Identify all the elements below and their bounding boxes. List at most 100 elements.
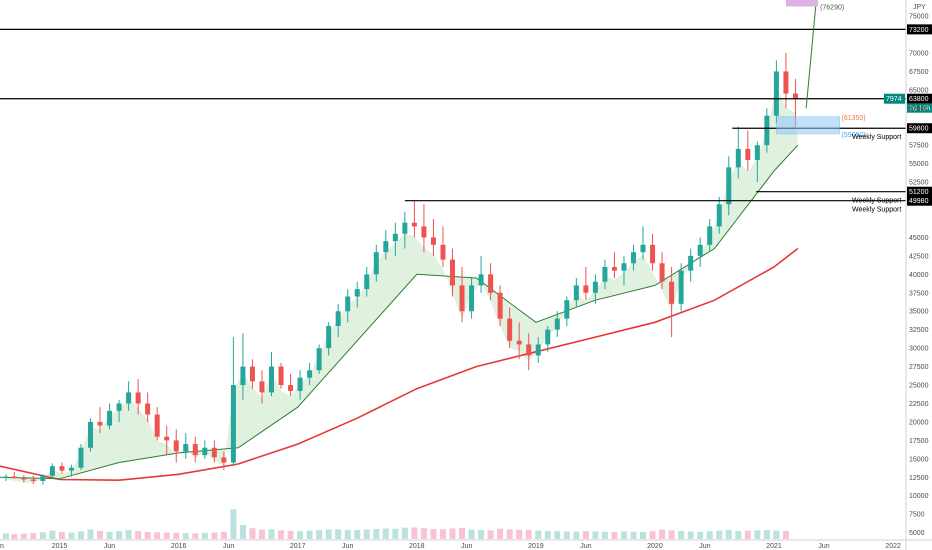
x-tick-label: Jun [223, 543, 234, 550]
countdown-tag [907, 103, 932, 113]
volume-bar [354, 530, 361, 539]
candle-body [583, 285, 589, 293]
volume-bar [20, 533, 27, 539]
candle-body [240, 366, 246, 386]
y-tick-label: 15000 [909, 456, 929, 463]
x-tick-label: 2016 [171, 543, 187, 550]
candle-body [669, 281, 675, 304]
volume-bar [325, 529, 332, 539]
candle-body [249, 366, 255, 382]
volume-bar [135, 530, 142, 539]
y-tick-label: 42500 [909, 253, 929, 260]
x-tick-label: 2019 [528, 543, 544, 550]
moving-average-lines [0, 144, 799, 482]
candle-body [326, 326, 332, 349]
volume-bar [630, 531, 637, 539]
y-tick-label: 62500 [909, 106, 929, 113]
x-tick-label: Jun [818, 543, 829, 550]
candle-body [154, 414, 160, 437]
volume-bar [344, 529, 351, 539]
volume-bar [382, 528, 389, 539]
y-tick-label: 25000 [909, 383, 929, 390]
candle-body [97, 421, 103, 426]
target-label: (76290) [820, 5, 844, 12]
y-tick-label: 17500 [909, 438, 929, 445]
y-tick-label: 10000 [909, 493, 929, 500]
volume-bar [706, 531, 713, 539]
horizontal-levels: 73200 63800 59800 51200 49980 [0, 24, 932, 206]
volume-bar [716, 530, 723, 539]
candle-body [335, 311, 341, 326]
candle-body [697, 244, 703, 256]
level-price-label: 49980 [909, 198, 929, 205]
volume-bar [573, 531, 580, 539]
candle-body [30, 479, 36, 481]
volume-bar [478, 530, 485, 539]
ticker-tag [884, 93, 905, 104]
x-tick-label: Jun [699, 543, 710, 550]
candle-body [726, 167, 732, 205]
volume-bar [554, 531, 561, 539]
x-tick-label: Jun [461, 543, 472, 550]
candle-body [383, 241, 389, 253]
candle-body [707, 226, 713, 245]
volume-bar [659, 529, 666, 539]
candle-body [554, 318, 560, 330]
projection-line [805, 6, 817, 109]
candle-body [116, 403, 122, 411]
candle-body [745, 148, 751, 160]
candle-body [211, 447, 217, 458]
candle-body [516, 340, 522, 345]
weekly-support-label: Weekly Support [852, 198, 901, 205]
forecast-box [775, 116, 841, 135]
volume-bar [392, 528, 399, 539]
candle-body [650, 244, 656, 264]
x-tick-label: Jun [104, 543, 115, 550]
candle-body [640, 244, 646, 253]
candle-body [316, 348, 322, 371]
candle-body [49, 466, 55, 476]
volume-bar [735, 530, 742, 539]
volume-bar [97, 530, 104, 539]
candle-body [59, 466, 65, 471]
candle-body [564, 300, 570, 319]
level-price-label: 73200 [909, 27, 929, 34]
annotations: 7974 2d 10h (61350) (59050) (76290) Weekly Su… [775, 0, 932, 214]
x-tick-label: Jun [342, 543, 353, 550]
candle-body [259, 381, 265, 393]
volume-bar [268, 529, 275, 539]
volume-bar [220, 531, 227, 539]
candle-body [792, 93, 798, 99]
volume-bar [592, 531, 599, 539]
volume-bar [201, 532, 208, 539]
volume-bar [49, 530, 56, 539]
candle-body [678, 270, 684, 304]
candle-body [11, 476, 17, 479]
x-tick-label: 2022 [885, 543, 901, 550]
candle-body [440, 244, 446, 260]
volume-bar [58, 531, 65, 539]
candle-body [602, 266, 608, 282]
candle-body [183, 444, 189, 452]
x-tick-label: 2020 [647, 543, 663, 550]
volume-bar [77, 531, 84, 539]
volume-bar [306, 530, 313, 539]
volume-bar [611, 531, 618, 539]
candle-body [592, 281, 598, 293]
volume-bar [297, 531, 304, 539]
x-tick-label: 2017 [290, 543, 306, 550]
y-tick-label: 70000 [909, 50, 929, 57]
countdown-label: 2d 10h [909, 106, 931, 113]
volume-bar [287, 530, 294, 539]
y-tick-label: 75000 [909, 14, 929, 21]
y-tick-label: 35000 [909, 309, 929, 316]
volume-bar [449, 528, 456, 539]
volume-bar [601, 531, 608, 539]
candle-body [430, 237, 436, 245]
level-price-tag [907, 186, 932, 197]
volume-bar [725, 530, 732, 539]
y-tick-label: 20000 [909, 419, 929, 426]
